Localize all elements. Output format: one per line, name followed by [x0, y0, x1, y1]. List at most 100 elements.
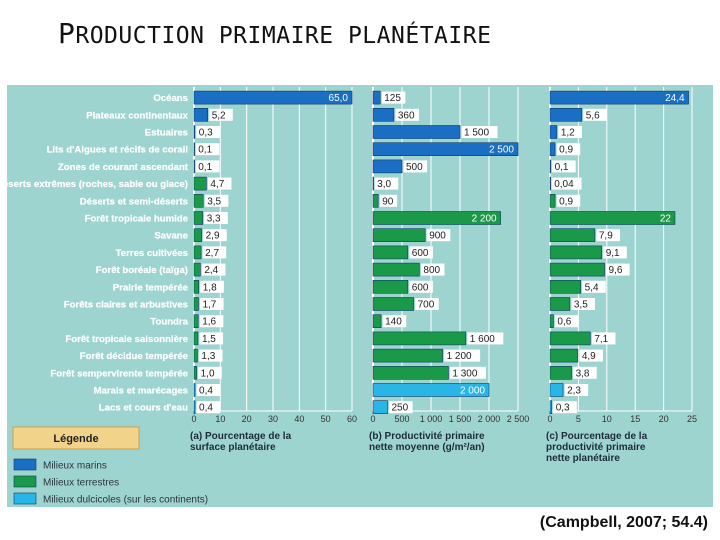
value-label: 3,5: [207, 196, 221, 207]
value-label: 2,3: [567, 386, 581, 397]
bar: [193, 159, 195, 174]
value-label-box: [209, 108, 233, 121]
value-label: 1,5: [202, 334, 216, 345]
bar: [372, 383, 490, 397]
bar: [549, 142, 556, 157]
bar: [549, 228, 596, 242]
category-label: Océans: [153, 93, 188, 104]
bar: [193, 262, 201, 277]
value-label: 800: [423, 265, 440, 276]
value-label: 5,4: [585, 282, 599, 293]
panel-caption: (a) Pourcentage de la surface planétaire: [190, 431, 292, 453]
category-label: Zones de courant ascendant: [58, 162, 189, 173]
chart-panel: 0 10 20 30 40 50 60 65,0 5,2 0,3 0,1 0,1 4,7 3,5 3,3 2,…: [190, 87, 357, 453]
chart-panel: 0 5 10 15 20 25 24,4 5,6 1,2 0,9 0,1 0,04 0,9 22 7,9 9,…: [546, 87, 697, 464]
bar: [372, 365, 449, 380]
value-label-box: [415, 298, 439, 310]
legend-title: Légende: [53, 433, 98, 445]
value-label: 1 200: [447, 351, 472, 362]
legend-label: Milieux marins: [43, 461, 107, 472]
value-label: 0,1: [198, 145, 212, 156]
bar: [193, 400, 196, 415]
value-label: 0,3: [199, 128, 213, 139]
value-label: 600: [412, 282, 429, 293]
value-label: 1,0: [201, 368, 215, 379]
value-label: 2 000: [460, 386, 485, 397]
category-label: Forêt tropicale humide: [85, 214, 188, 225]
value-label: 360: [398, 110, 415, 121]
bar: [193, 348, 198, 363]
tick-label: 2 500: [507, 414, 530, 424]
legend-label: Milieux dulcicoles (sur les continents): [43, 495, 208, 506]
value-label-box: [199, 315, 224, 328]
tick-label: 20: [242, 414, 252, 424]
category-label: Forêt boréale (taïga): [96, 265, 188, 276]
tick-label: 60: [347, 414, 357, 424]
value-label: 4,7: [210, 179, 224, 190]
value-label: 140: [385, 317, 402, 328]
tick-label: 30: [268, 414, 278, 424]
value-label-box: [195, 160, 220, 173]
value-label: 500: [406, 162, 423, 173]
category-label: Savane: [154, 231, 188, 242]
bar: [372, 331, 467, 346]
value-label: 1,2: [561, 128, 575, 139]
bar: [549, 314, 554, 328]
value-label: 0,1: [198, 162, 212, 173]
value-label-box: [558, 126, 582, 138]
value-label: 3,5: [574, 300, 588, 311]
value-label: 125: [384, 93, 401, 104]
value-label-box: [196, 384, 221, 396]
category-label: Toundra: [150, 317, 188, 328]
value-label-box: [583, 108, 607, 121]
value-label-box: [556, 194, 581, 207]
value-label: 2,9: [206, 231, 220, 242]
bar: [372, 262, 420, 277]
value-label-box: [199, 332, 224, 345]
slide-title: PRODUCTION PRIMAIRE PLANÉTAIRE: [58, 17, 492, 50]
bar: [372, 211, 501, 225]
bar: [372, 280, 409, 294]
value-label: 0,04: [554, 179, 574, 190]
value-label-box: [449, 366, 486, 379]
bar: [372, 400, 388, 415]
value-label: 900: [429, 231, 446, 242]
tick-label: 25: [687, 414, 697, 424]
tick-label: 15: [630, 414, 640, 424]
bar: [193, 90, 353, 105]
bar: [549, 365, 572, 380]
value-label-box: [204, 194, 229, 207]
bar: [372, 142, 519, 157]
bar: [549, 176, 551, 191]
value-label-box: [198, 349, 223, 362]
legend-swatch: [13, 492, 37, 505]
panel-caption: (b) Productivité primaire nette moyenne (…: [369, 431, 485, 453]
tick-label: 10: [215, 414, 225, 424]
tick-label: 0: [370, 414, 375, 424]
bar: [193, 211, 203, 225]
value-label-box: [196, 126, 220, 138]
bar: [372, 107, 395, 122]
legend-swatch: [13, 475, 37, 488]
bar: [193, 245, 202, 260]
value-label-box: [201, 263, 226, 276]
panel-caption: (c) Pourcentage de la productivité primai…: [546, 431, 648, 464]
value-label-box: [603, 246, 627, 259]
value-label: 600: [412, 248, 429, 259]
bar: [193, 297, 199, 311]
bar: [193, 280, 200, 294]
value-label: 5,6: [586, 110, 600, 121]
bar: [372, 228, 426, 242]
value-label-box: [552, 160, 576, 173]
value-label-box: [426, 229, 451, 242]
value-label-box: [582, 280, 606, 293]
value-label-box: [444, 349, 481, 362]
bar: [193, 107, 208, 122]
value-label: 9,6: [609, 265, 623, 276]
category-label: Lits d'Algues et récifs de corail: [47, 145, 188, 156]
category-label: Forêt sempervirente tempérée: [50, 368, 188, 379]
value-label-box: [200, 280, 224, 293]
tick-label: 40: [294, 414, 304, 424]
bar: [549, 280, 581, 294]
legend-label: Milieux terrestres: [43, 478, 119, 489]
